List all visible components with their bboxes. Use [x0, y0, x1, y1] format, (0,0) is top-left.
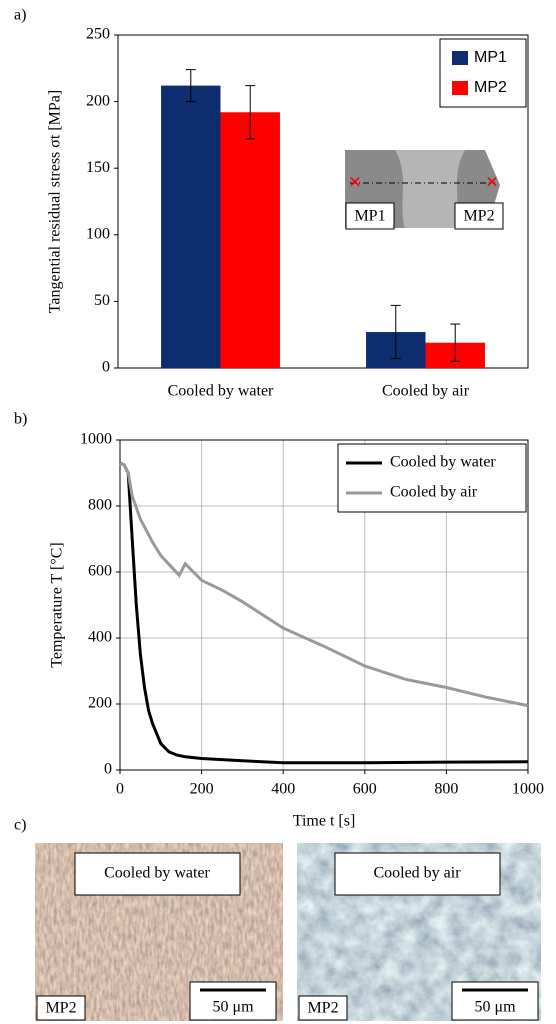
- legend-box: [337, 443, 527, 513]
- y-axis-label: Tangential residual stress σt [MPa]: [47, 90, 64, 313]
- x-tick-label: 600: [353, 781, 377, 798]
- micrograph-marker: MP2: [307, 1000, 338, 1017]
- inset-label: MP2: [463, 208, 494, 225]
- micrograph-title: Cooled by air: [373, 865, 461, 882]
- svg-text:✕: ✕: [485, 175, 498, 192]
- y-tick-label: 250: [86, 26, 110, 43]
- x-tick-label: 400: [271, 781, 295, 798]
- legend-label: Cooled by water: [390, 454, 496, 471]
- y-tick-label: 1000: [80, 431, 112, 448]
- error-bar: [390, 304, 401, 360]
- x-tick-label: Cooled by water: [168, 383, 274, 400]
- micrograph: Cooled by air MP2 50 μm: [297, 843, 541, 1021]
- legend-box: [439, 38, 527, 108]
- chart: 0 200 400 600 800 1000 0 200 400 600 800 1000 Temper…: [49, 431, 544, 830]
- panel-label: b): [14, 411, 27, 428]
- line: [119, 461, 529, 765]
- y-tick-label: 200: [86, 92, 110, 109]
- y-tick-label: 50: [94, 292, 110, 309]
- y-tick-label: 800: [88, 497, 112, 514]
- panel-label: c): [14, 817, 26, 834]
- y-tick-label: 150: [86, 159, 110, 176]
- chart: 0 50 100 150 200 250 Tangential residual stres…: [47, 26, 529, 400]
- x-tick-label: 800: [434, 781, 458, 798]
- x-tick-label: 200: [190, 781, 214, 798]
- y-tick-label: 0: [102, 359, 110, 376]
- x-tick-label: 0: [116, 781, 124, 798]
- svg-text:✕: ✕: [348, 175, 361, 192]
- legend-label: MP2: [474, 79, 507, 96]
- inset-image: ✕ ✕ MP1 MP2: [345, 150, 504, 230]
- scale-bar-label: 50 μm: [212, 999, 254, 1016]
- error-bar: [450, 323, 461, 362]
- panel-label: a): [14, 7, 26, 24]
- x-tick-label: 1000: [512, 781, 544, 798]
- bar: [220, 112, 280, 368]
- y-tick-label: 200: [88, 695, 112, 712]
- y-tick-label: 100: [86, 225, 110, 242]
- legend: Cooled by water Cooled by air: [337, 443, 527, 513]
- line: [119, 461, 529, 708]
- y-tick-label: 600: [88, 563, 112, 580]
- legend-label: Cooled by air: [390, 484, 478, 501]
- x-tick-label: Cooled by air: [382, 383, 470, 400]
- scale-bar-label: 50 μm: [474, 999, 516, 1016]
- legend-swatch: [452, 51, 468, 65]
- plot-frame: [117, 34, 529, 369]
- inset-label: MP1: [354, 208, 385, 225]
- error-bar: [185, 69, 196, 103]
- x-axis-label: Time t [s]: [293, 813, 356, 830]
- error-bar: [245, 85, 256, 140]
- legend: MP1 MP2: [439, 38, 527, 108]
- micrograph-marker: MP2: [45, 1000, 76, 1017]
- micrograph: Cooled by water MP2 50 μm: [35, 843, 283, 1021]
- plot-frame: [119, 439, 529, 771]
- micrograph-title: Cooled by water: [104, 865, 210, 882]
- legend-swatch: [452, 81, 468, 95]
- y-tick-label: 400: [88, 629, 112, 646]
- y-tick-label: 0: [104, 761, 112, 778]
- legend-label: MP1: [474, 49, 507, 66]
- y-axis-label: Temperature T [°C]: [49, 542, 66, 668]
- bar: [161, 85, 221, 368]
